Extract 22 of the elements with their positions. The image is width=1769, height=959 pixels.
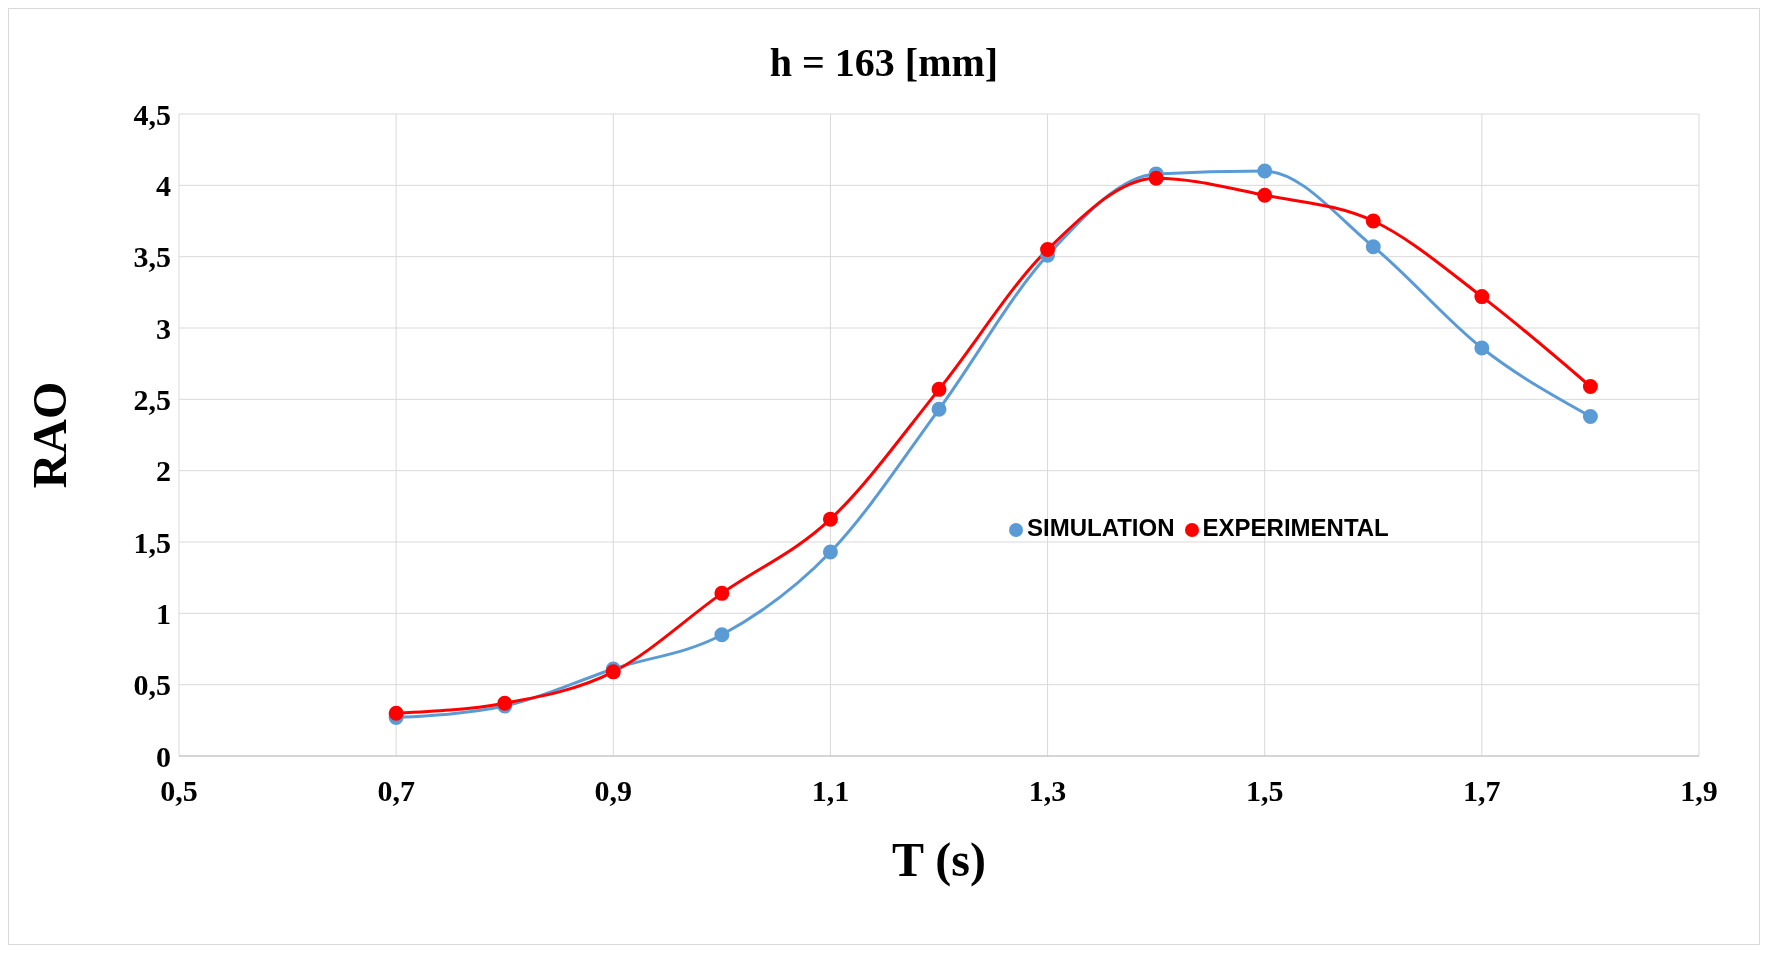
legend-label: SIMULATION bbox=[1027, 514, 1175, 541]
y-tick-label: 4 bbox=[156, 168, 171, 202]
y-tick-label: 3 bbox=[156, 311, 171, 345]
x-tick-label: 1,5 bbox=[1245, 774, 1284, 808]
y-tick-label: 1,5 bbox=[133, 525, 171, 559]
x-tick-label: 0,9 bbox=[594, 774, 633, 808]
y-tick-label: 0,5 bbox=[133, 668, 171, 702]
x-tick-label: 1,3 bbox=[1028, 774, 1067, 808]
y-tick-label: 4,5 bbox=[133, 97, 171, 131]
y-tick-label: 1 bbox=[156, 596, 171, 630]
y-tick-label: 2,5 bbox=[133, 382, 171, 416]
x-tick-label: 1,1 bbox=[811, 774, 850, 808]
legend-label: EXPERIMENTAL bbox=[1202, 514, 1389, 541]
x-tick-label: 0,7 bbox=[377, 774, 415, 808]
x-tick-label: 1,9 bbox=[1680, 774, 1718, 808]
x-axis-title: T (s) bbox=[892, 833, 986, 887]
y-axis-title: RAO bbox=[23, 381, 77, 489]
y-tick-label: 3,5 bbox=[133, 240, 171, 274]
x-tick-label: 1,7 bbox=[1463, 774, 1501, 808]
chart-title: h = 163 [mm] bbox=[768, 39, 1000, 86]
y-tick-label: 0 bbox=[156, 739, 171, 773]
y-tick-label: 2 bbox=[156, 454, 171, 488]
